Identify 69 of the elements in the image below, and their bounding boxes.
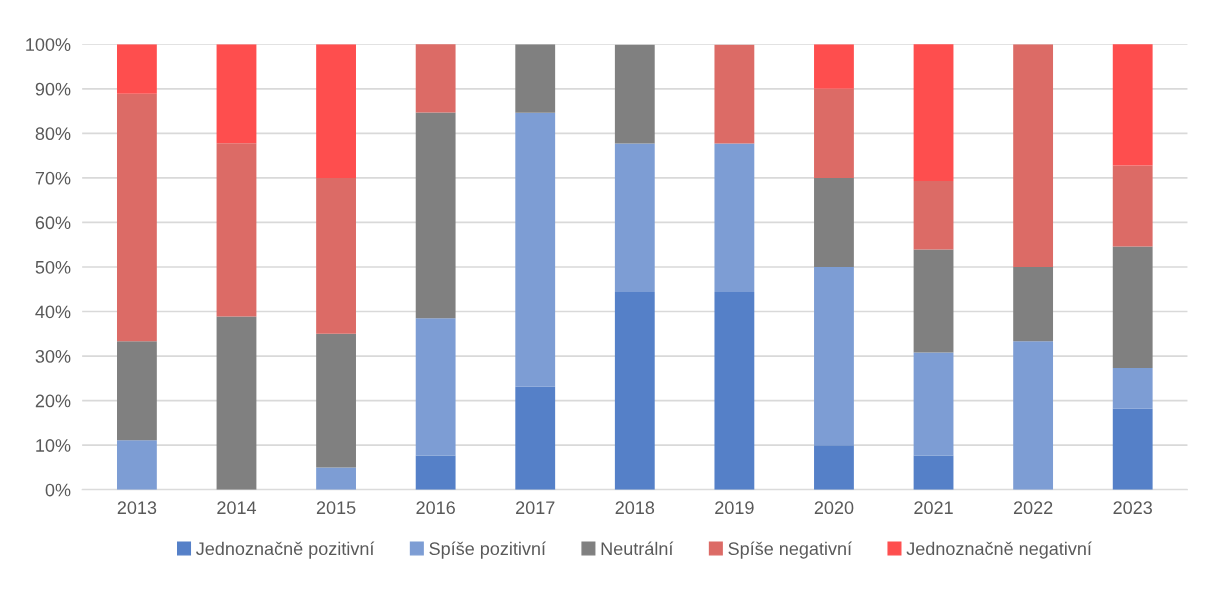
bar: [714, 291, 755, 490]
y-tick-label: 50%: [35, 260, 71, 274]
bar: [117, 341, 157, 441]
x-tick-label: 2017: [516, 501, 555, 515]
bar: [316, 44, 356, 178]
y-tick-label: 0%: [45, 483, 71, 497]
bar: [614, 291, 655, 490]
y-tick-label: 30%: [35, 350, 71, 363]
x-tick-label: 2023: [1113, 501, 1152, 515]
y-tick-label: 80%: [35, 127, 71, 141]
y-tick-label: 70%: [35, 171, 71, 185]
y-tick-label: 60%: [35, 216, 71, 230]
bar: [316, 177, 356, 334]
bar: [714, 143, 755, 292]
bar: [1112, 44, 1153, 166]
bar: [814, 44, 854, 89]
y-tick-label: 100%: [26, 38, 71, 51]
legend-label: Jednoznačně negativní: [906, 541, 1092, 559]
bar: [913, 455, 954, 490]
bar: [814, 266, 854, 446]
bar: [714, 44, 755, 144]
bar: [415, 455, 456, 490]
bar: [1013, 341, 1054, 490]
bar: [415, 318, 456, 456]
x-tick-label: 2018: [615, 501, 655, 515]
bar: [1013, 266, 1054, 342]
bar: [515, 112, 556, 387]
x-tick-label: 2019: [715, 501, 754, 515]
x-tick-label: 2016: [416, 501, 455, 515]
bar: [117, 440, 157, 490]
bar: [614, 143, 655, 292]
bar: [515, 386, 556, 490]
y-tick-label: 40%: [35, 305, 71, 319]
x-tick-label: 2021: [914, 501, 953, 515]
y-tick-label: 90%: [35, 82, 71, 96]
legend-label: Neutrální: [601, 541, 674, 556]
bar: [913, 181, 954, 250]
x-tick-label: 2020: [814, 501, 854, 515]
x-tick-label: 2022: [1013, 501, 1053, 515]
bar: [1112, 408, 1153, 490]
bar: [316, 333, 356, 468]
legend-label: Spíše negativní: [728, 541, 852, 559]
bar: [216, 44, 257, 144]
bar: [814, 177, 854, 267]
bar: [614, 44, 655, 144]
bar: [415, 44, 456, 113]
bar: [117, 93, 157, 342]
bar: [814, 445, 854, 490]
x-tick-label: 2015: [316, 501, 356, 515]
bar: [913, 352, 954, 456]
legend-label: Spíše pozitivní: [429, 541, 546, 559]
bar: [117, 44, 157, 94]
bar: [1112, 165, 1153, 247]
x-tick-label: 2013: [117, 501, 157, 515]
bar: [415, 112, 456, 319]
legend-label: Jednoznačně pozitivní: [196, 541, 375, 559]
y-tick-label: 10%: [36, 439, 71, 452]
bar: [316, 467, 356, 490]
bar: [1112, 246, 1153, 369]
bar: [216, 316, 257, 490]
bar: [913, 44, 954, 181]
bar: [814, 88, 854, 178]
bar: [1013, 44, 1054, 267]
bar: [216, 143, 257, 317]
bar: [515, 44, 556, 113]
bar: [913, 249, 954, 353]
bar: [1112, 368, 1153, 409]
x-tick-label: 2014: [217, 501, 257, 515]
y-tick-label: 20%: [35, 394, 71, 408]
